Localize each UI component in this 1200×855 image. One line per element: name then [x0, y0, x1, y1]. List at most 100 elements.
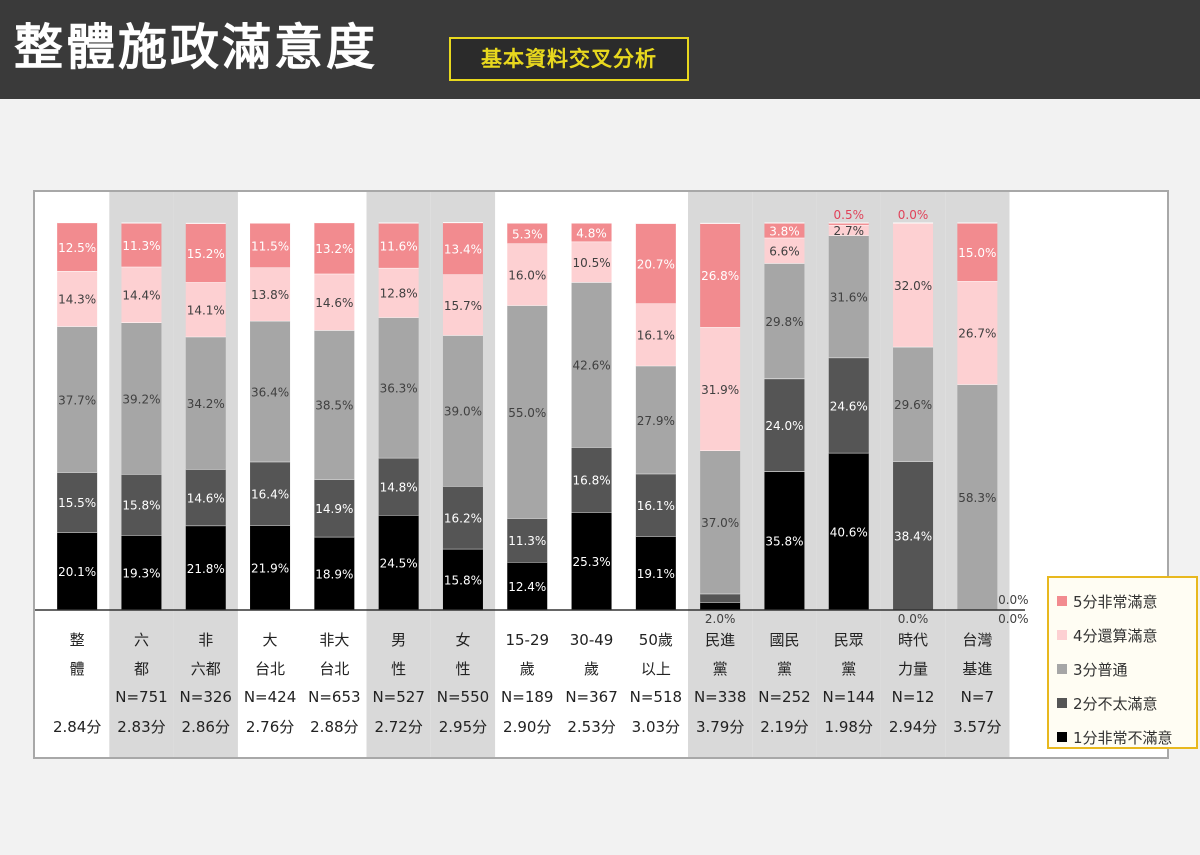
category-label: 30-49 — [570, 631, 614, 649]
data-label: 18.9% — [315, 567, 353, 581]
sample-size-label: N=518 — [630, 688, 682, 706]
data-label: 20.1% — [58, 565, 96, 579]
data-label: 26.8% — [701, 269, 739, 283]
category-label: 黨 — [777, 660, 792, 678]
bar-segment — [442, 548, 483, 610]
bar-segment — [185, 336, 226, 470]
data-label: 16.1% — [637, 499, 675, 513]
data-label: 0.0% — [998, 593, 1029, 607]
bar-segment — [507, 518, 548, 563]
data-label: 19.1% — [637, 567, 675, 581]
bar-segment — [378, 515, 419, 610]
data-label: 0.0% — [898, 208, 929, 222]
mean-score-label: 2.84分 — [53, 718, 101, 736]
data-label: 2.7% — [834, 224, 865, 238]
bar-segment — [893, 461, 934, 610]
mean-score-label: 2.94分 — [889, 718, 937, 736]
legend-item: 1分非常不滿意 — [1057, 720, 1196, 754]
data-label: 14.3% — [58, 293, 96, 307]
bar-segment — [57, 270, 98, 327]
data-label: 24.5% — [380, 557, 418, 571]
data-label: 14.4% — [122, 289, 160, 303]
legend-swatch — [1057, 664, 1067, 674]
bar-segment — [957, 384, 998, 610]
data-label: 16.0% — [508, 268, 546, 282]
data-label: 37.7% — [58, 393, 96, 407]
bar-segment — [571, 223, 612, 242]
mean-score-label: 1.98分 — [825, 718, 873, 736]
legend-item: 2分不太滿意 — [1057, 686, 1196, 720]
data-label: 2.0% — [705, 612, 736, 626]
data-label: 21.8% — [187, 562, 225, 576]
data-label: 16.8% — [572, 474, 610, 488]
category-label: 體 — [70, 660, 85, 678]
category-label: 台灣 — [962, 631, 992, 649]
category-label: 黨 — [841, 660, 856, 678]
data-label: 36.3% — [380, 382, 418, 396]
bar-segment — [828, 357, 869, 453]
bar-segment — [314, 222, 355, 274]
data-label: 12.8% — [380, 287, 418, 301]
bar-segment — [121, 535, 162, 610]
bar-segment — [635, 365, 676, 474]
data-label: 39.2% — [122, 392, 160, 406]
data-label: 15.8% — [122, 499, 160, 513]
bar-segment — [442, 274, 483, 336]
sample-size-label: N=424 — [244, 688, 296, 706]
bar-segment — [57, 532, 98, 610]
bar-segment — [121, 322, 162, 475]
sample-size-label: N=653 — [308, 688, 360, 706]
category-label: 力量 — [898, 660, 928, 678]
bar-segment — [957, 281, 998, 385]
category-label: 大 — [263, 631, 278, 649]
subtitle-badge: 基本資料交叉分析 — [449, 37, 689, 81]
data-label: 5.3% — [512, 227, 543, 241]
data-label: 12.4% — [508, 580, 546, 594]
sample-size-label: N=7 — [961, 688, 994, 706]
category-label: 基進 — [962, 660, 992, 678]
bar-segment — [700, 327, 741, 451]
bar-segment — [314, 330, 355, 480]
data-label: 42.6% — [572, 359, 610, 373]
mean-score-label: 3.57分 — [953, 718, 1001, 736]
bar-segment — [507, 223, 548, 244]
category-label: 整 — [70, 631, 85, 649]
bar-segment — [571, 282, 612, 448]
mean-score-label: 2.95分 — [439, 718, 487, 736]
legend-swatch — [1057, 596, 1067, 606]
data-label: 38.4% — [894, 530, 932, 544]
bar-segment — [250, 461, 291, 526]
data-label: 4.8% — [576, 226, 607, 240]
bar-segment — [764, 237, 805, 264]
category-label: 民進 — [705, 631, 735, 649]
data-label: 55.0% — [508, 406, 546, 420]
category-label: 台北 — [319, 660, 349, 678]
data-label: 11.5% — [251, 239, 289, 253]
sample-size-label: N=367 — [565, 688, 617, 706]
bar-segment — [893, 223, 934, 347]
bar-segment — [764, 263, 805, 379]
legend-label: 3分普通 — [1073, 660, 1128, 679]
stacked-bar-chart: 20.1% 15.5% 37.7% 14.3% 12.5% 19.3% 15.8% 39.2%… — [35, 192, 1029, 757]
data-label: 0.0% — [998, 612, 1029, 626]
category-label: 性 — [455, 660, 470, 678]
mean-score-label: 2.83分 — [117, 718, 165, 736]
data-label: 16.2% — [444, 512, 482, 526]
data-label: 15.8% — [444, 573, 482, 587]
category-label: 女 — [455, 631, 470, 649]
bar-segment — [700, 223, 741, 328]
data-label: 34.2% — [187, 397, 225, 411]
sample-size-label: N=326 — [180, 688, 232, 706]
bar-segment — [635, 223, 676, 304]
bar-segment — [121, 223, 162, 267]
data-label: 0.0% — [898, 612, 929, 626]
bar-segment — [442, 222, 483, 275]
bar-segment — [571, 447, 612, 513]
bar-segment — [764, 378, 805, 472]
mean-score-label: 2.76分 — [246, 718, 294, 736]
data-label: 12.5% — [58, 241, 96, 255]
data-label: 13.4% — [444, 243, 482, 257]
legend-label: 2分不太滿意 — [1073, 694, 1158, 713]
category-label: 非 — [198, 631, 213, 649]
bar-segment — [121, 266, 162, 323]
